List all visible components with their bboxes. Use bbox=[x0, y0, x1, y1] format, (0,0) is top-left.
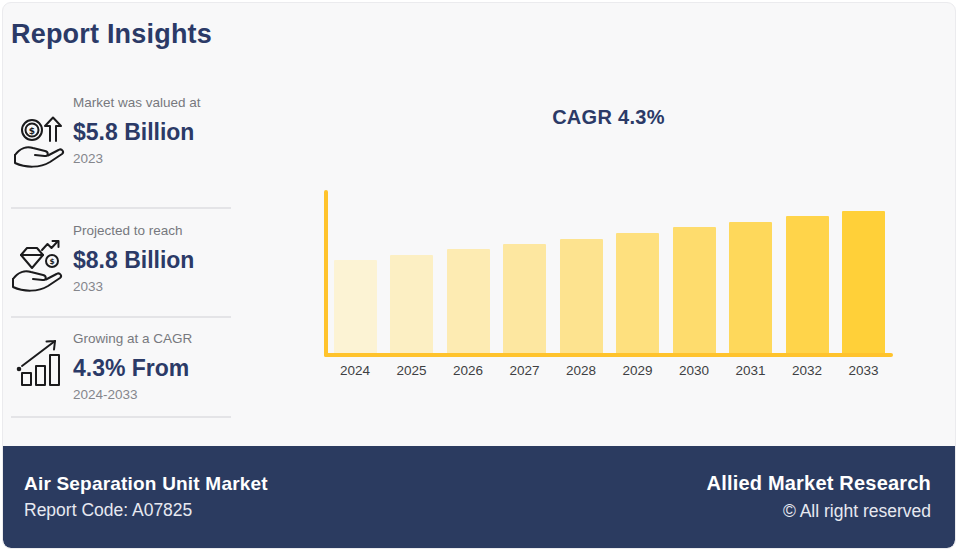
x-axis-labels: 2024202520262027202820292030203120322033 bbox=[324, 363, 893, 383]
footer-bar: Air Separation Unit Market Report Code: … bbox=[3, 446, 955, 548]
chart-bar-2027 bbox=[503, 244, 546, 354]
investment-hand-icon: $ bbox=[11, 239, 65, 293]
stat-value: $8.8 Billion bbox=[73, 247, 194, 273]
x-tick-label: 2027 bbox=[496, 363, 553, 378]
chart-bar-2028 bbox=[560, 239, 603, 354]
stat-value: $5.8 Billion bbox=[73, 119, 201, 145]
chart-bar-2024 bbox=[334, 260, 377, 354]
stat-label: Market was valued at bbox=[73, 91, 201, 116]
chart-bar-2030 bbox=[673, 227, 716, 354]
x-axis bbox=[324, 353, 893, 357]
stat-label: Projected to reach bbox=[73, 219, 194, 244]
company-name: Allied Market Research bbox=[707, 472, 932, 495]
stat-market-valued: Market was valued at $5.8 Billion 2023 bbox=[73, 91, 201, 166]
divider bbox=[11, 316, 231, 318]
chart-bar-2033 bbox=[842, 211, 885, 354]
growth-chart-icon bbox=[15, 333, 69, 387]
x-tick-label: 2031 bbox=[722, 363, 779, 378]
x-tick-label: 2033 bbox=[835, 363, 892, 378]
stat-projected: Projected to reach $8.8 Billion 2033 bbox=[73, 219, 194, 294]
svg-text:$: $ bbox=[49, 257, 54, 266]
x-tick-label: 2026 bbox=[440, 363, 497, 378]
divider bbox=[11, 416, 231, 418]
x-tick-label: 2024 bbox=[327, 363, 384, 378]
x-tick-label: 2029 bbox=[609, 363, 666, 378]
stat-period: 2033 bbox=[73, 279, 194, 294]
report-insights-card: Report Insights $ Market was valued at $… bbox=[2, 2, 956, 549]
footer-right: Allied Market Research © All right reser… bbox=[707, 472, 932, 522]
stat-value: 4.3% From bbox=[73, 355, 192, 381]
y-axis bbox=[324, 190, 328, 357]
chart-bar-2029 bbox=[616, 233, 659, 354]
page-title: Report Insights bbox=[11, 19, 212, 50]
stat-label: Growing at a CAGR bbox=[73, 327, 192, 352]
x-tick-label: 2032 bbox=[779, 363, 836, 378]
bar-chart bbox=[324, 190, 893, 357]
x-tick-label: 2028 bbox=[553, 363, 610, 378]
market-name: Air Separation Unit Market bbox=[24, 473, 268, 495]
x-tick-label: 2030 bbox=[666, 363, 723, 378]
chart-bar-2032 bbox=[786, 216, 829, 354]
chart-bar-2031 bbox=[729, 222, 772, 354]
stat-period: 2023 bbox=[73, 151, 201, 166]
chart-bar-2026 bbox=[447, 249, 490, 354]
stat-period: 2024-2033 bbox=[73, 387, 192, 402]
divider bbox=[11, 207, 231, 209]
stat-cagr: Growing at a CAGR 4.3% From 2024-2033 bbox=[73, 327, 192, 402]
svg-text:$: $ bbox=[29, 126, 35, 136]
chart-bar-2025 bbox=[390, 255, 433, 354]
chart-title: CAGR 4.3% bbox=[324, 106, 893, 129]
money-growth-icon: $ bbox=[13, 115, 67, 169]
footer-left: Air Separation Unit Market Report Code: … bbox=[24, 473, 268, 521]
x-tick-label: 2025 bbox=[383, 363, 440, 378]
report-code: Report Code: A07825 bbox=[24, 500, 268, 521]
copyright: © All right reserved bbox=[707, 501, 932, 522]
